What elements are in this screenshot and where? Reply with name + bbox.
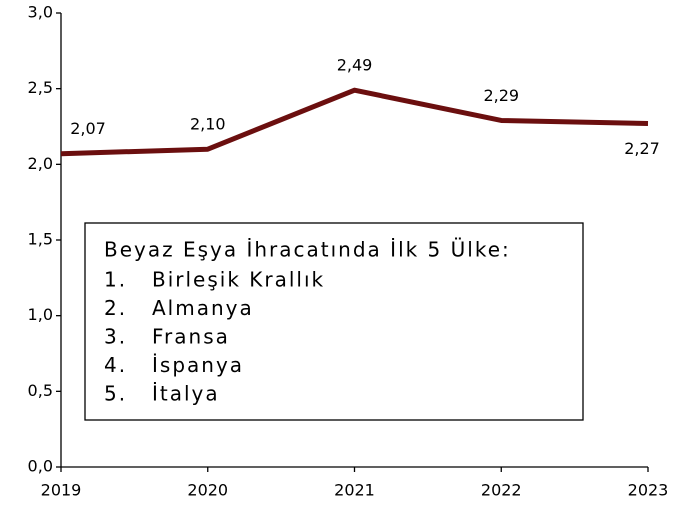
annotation-name: İtalya xyxy=(152,382,220,406)
data-label: 2,07 xyxy=(70,119,106,138)
annotation-name: İspanya xyxy=(152,353,244,377)
x-tick-label: 2021 xyxy=(334,481,375,500)
annotation-title: Beyaz Eşya İhracatında İlk 5 Ülke: xyxy=(104,238,511,262)
annotation-number: 2. xyxy=(104,296,127,320)
annotation-name: Almanya xyxy=(152,296,254,320)
x-tick-label: 2020 xyxy=(187,481,228,500)
y-tick-label: 0,0 xyxy=(28,457,53,476)
data-label: 2,29 xyxy=(483,86,519,105)
annotation-number: 1. xyxy=(104,268,127,292)
y-tick-label: 0,5 xyxy=(28,381,53,400)
annotation-box xyxy=(84,222,584,421)
annotation-name: Birleşik Krallık xyxy=(152,268,325,292)
data-label: 2,10 xyxy=(190,115,226,134)
annotation-number: 3. xyxy=(104,325,127,349)
y-tick-label: 1,5 xyxy=(28,230,53,249)
data-label: 2,49 xyxy=(337,56,373,75)
annotation-name: Fransa xyxy=(152,325,230,349)
x-tick-label: 2023 xyxy=(628,481,669,500)
y-tick-label: 3,0 xyxy=(28,3,53,22)
x-tick-label: 2022 xyxy=(481,481,522,500)
y-tick-label: 2,0 xyxy=(28,154,53,173)
x-tick-label: 2019 xyxy=(41,481,82,500)
y-tick-label: 1,0 xyxy=(28,305,53,324)
annotation-number: 4. xyxy=(104,353,127,377)
data-line xyxy=(60,87,649,157)
annotation-number: 5. xyxy=(104,382,127,406)
data-label: 2,27 xyxy=(624,139,660,158)
y-tick-label: 2,5 xyxy=(28,78,53,97)
